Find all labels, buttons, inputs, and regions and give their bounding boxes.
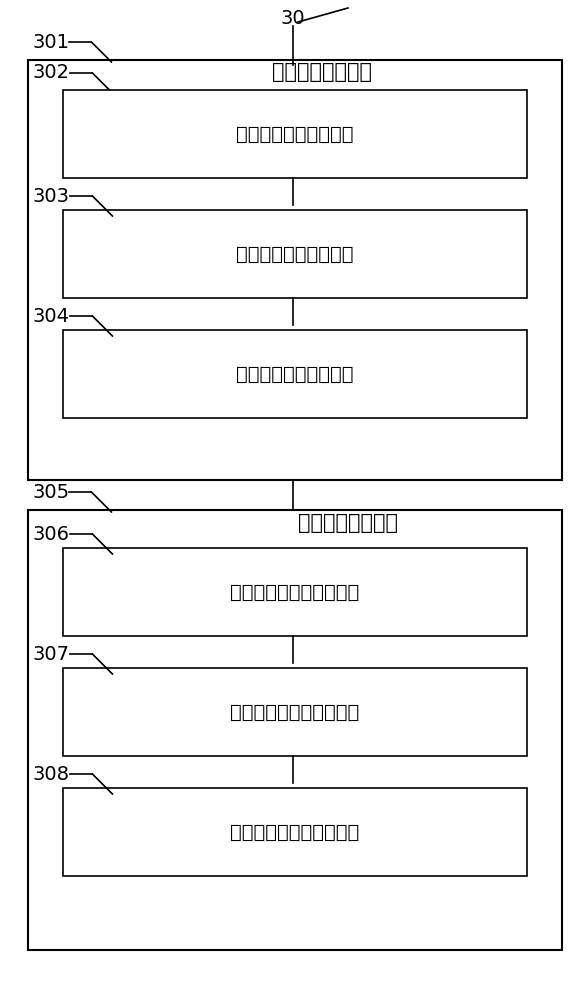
- Bar: [63, 788, 527, 876]
- Text: 301: 301: [32, 32, 69, 51]
- Text: 305: 305: [32, 483, 69, 502]
- Text: 308: 308: [33, 764, 70, 784]
- Text: 30: 30: [281, 8, 305, 27]
- Text: 306: 306: [33, 524, 70, 544]
- Text: 307: 307: [33, 645, 70, 664]
- Bar: [28, 60, 562, 480]
- Text: 302: 302: [33, 64, 70, 83]
- Text: 换挡参数计算单元: 换挡参数计算单元: [272, 62, 372, 82]
- Text: 高电量频度计算子单元: 高电量频度计算子单元: [236, 364, 354, 383]
- Bar: [63, 210, 527, 298]
- Text: 道路拥堵度计算子单元: 道路拥堵度计算子单元: [236, 124, 354, 143]
- Text: 303: 303: [33, 186, 70, 206]
- Text: 电动换挡模式判定子单元: 电动换挡模式判定子单元: [230, 822, 360, 842]
- Text: 城市换挡模式判定子单元: 城市换挡模式判定子单元: [230, 702, 360, 722]
- Bar: [63, 330, 527, 418]
- Text: 驾驶激烈度计算子单元: 驾驶激烈度计算子单元: [236, 244, 354, 263]
- Text: 304: 304: [33, 306, 70, 326]
- Bar: [63, 548, 527, 636]
- Text: 换挡模式判定单元: 换挡模式判定单元: [298, 513, 398, 533]
- Bar: [28, 510, 562, 950]
- Bar: [63, 90, 527, 178]
- Text: 性能换挡模式判定子单元: 性能换挡模式判定子单元: [230, 582, 360, 601]
- Bar: [63, 668, 527, 756]
